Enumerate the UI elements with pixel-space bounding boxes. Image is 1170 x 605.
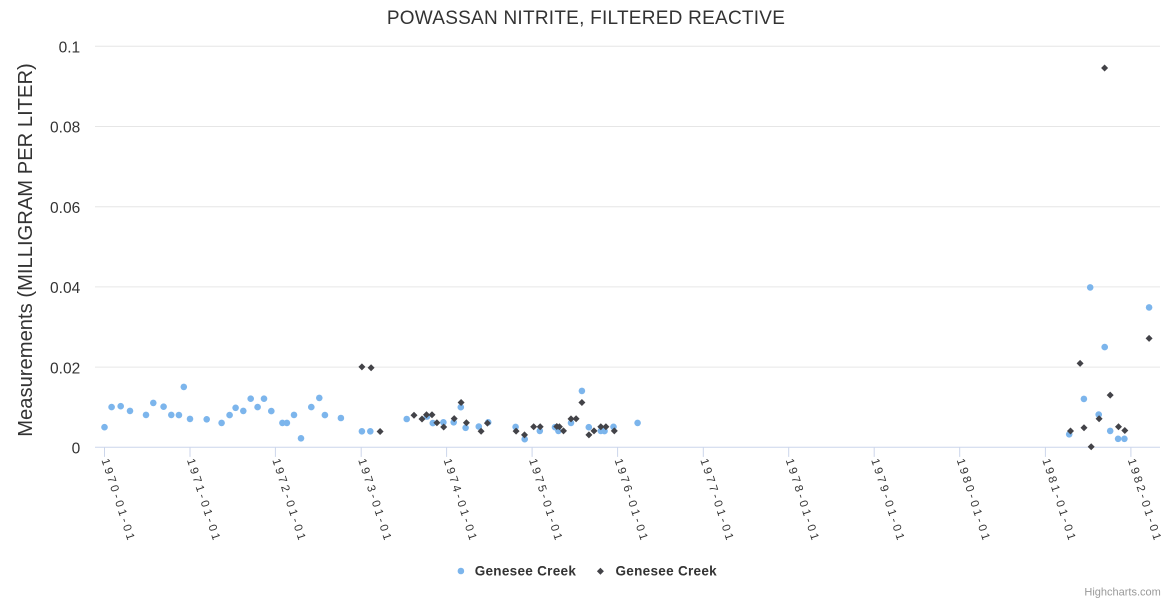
svg-text:0.04: 0.04 (50, 280, 81, 297)
svg-text:0.1: 0.1 (59, 40, 81, 57)
svg-text:0.02: 0.02 (50, 360, 80, 377)
svg-text:0.08: 0.08 (50, 120, 80, 137)
svg-text:0.06: 0.06 (50, 200, 80, 217)
svg-text:0: 0 (72, 440, 81, 457)
svg-text:POWASSAN NITRITE, FILTERED REA: POWASSAN NITRITE, FILTERED REACTIVE (387, 8, 785, 29)
svg-text:Highcharts.com: Highcharts.com (1084, 587, 1160, 599)
svg-text:Genesee Creek: Genesee Creek (616, 564, 718, 579)
svg-text:Measurements (MILLIGRAM PER LI: Measurements (MILLIGRAM PER LITER) (15, 63, 37, 437)
svg-text:Genesee Creek: Genesee Creek (475, 564, 577, 579)
